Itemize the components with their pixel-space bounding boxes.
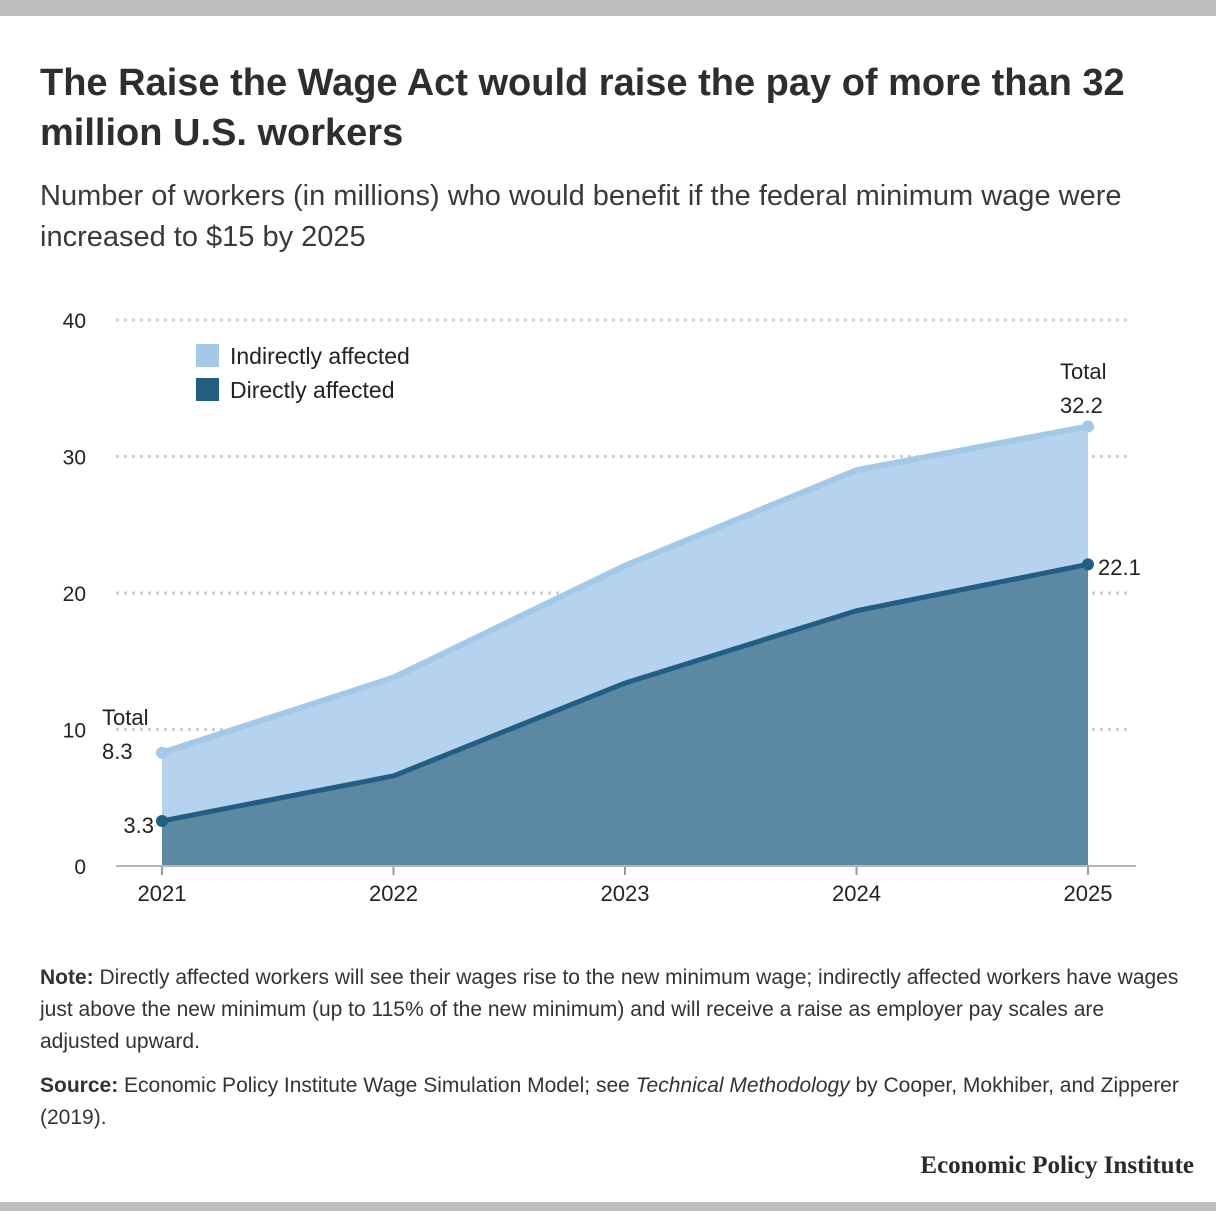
note-text: Directly affected workers will see their… — [40, 966, 1179, 1053]
x-tick-label: 2021 — [138, 881, 187, 906]
chart-areas — [162, 426, 1088, 866]
x-axis-ticks: 2021 2022 2023 2024 2025 — [138, 866, 1113, 906]
start-total-value: 8.3 — [102, 739, 133, 764]
annotations: Total 8.3 3.3 Total 32.2 22.1 — [102, 359, 1141, 838]
legend-swatch — [196, 344, 219, 367]
y-tick-label: 40 — [63, 310, 86, 333]
chart-subtitle: Number of workers (in millions) who woul… — [40, 180, 1122, 253]
legend: Indirectly affected Directly affected — [196, 343, 410, 403]
source-lead: Source: — [40, 1074, 119, 1097]
legend-swatch — [196, 378, 219, 401]
y-axis-ticks: 0 10 20 30 40 — [63, 310, 86, 879]
bottom-border — [0, 1202, 1216, 1211]
line-indirectly-affected — [161, 423, 1089, 756]
start-total-label: Total — [102, 705, 148, 730]
legend-label: Indirectly affected — [230, 343, 410, 369]
chart-points — [156, 420, 1094, 827]
note-lead: Note: — [40, 966, 94, 989]
end-total-label: Total — [1060, 359, 1106, 384]
source: Source: Economic Policy Institute Wage S… — [40, 1070, 1180, 1134]
top-border — [0, 0, 1216, 16]
area-chart: 0 10 20 30 40 2021 2022 2023 2024 2025 Indirectl… — [63, 310, 1141, 906]
x-tick-label: 2023 — [601, 881, 650, 906]
end-direct-value: 22.1 — [1098, 555, 1141, 580]
note: Note: Directly affected workers will see… — [40, 962, 1180, 1058]
y-tick-label: 30 — [63, 447, 86, 470]
source-pre: Economic Policy Institute Wage Simulatio… — [118, 1074, 636, 1097]
y-tick-label: 20 — [63, 583, 86, 606]
chart-lines — [161, 423, 1089, 824]
legend-label: Directly affected — [230, 377, 394, 403]
point-direct — [1082, 558, 1094, 571]
end-total-value: 32.2 — [1060, 393, 1103, 418]
point-total — [1082, 420, 1094, 433]
x-tick-label: 2024 — [832, 881, 881, 906]
y-tick-label: 10 — [63, 720, 86, 743]
source-italic: Technical Methodology — [635, 1074, 850, 1097]
x-tick-label: 2022 — [369, 881, 418, 906]
brand-logo: Economic Policy Institute — [920, 1152, 1194, 1179]
point-direct — [156, 814, 168, 827]
area-directly-affected — [162, 564, 1088, 866]
chart-title: The Raise the Wage Act would raise the p… — [40, 62, 1125, 154]
source-post: by Cooper, Mokhiber, and Zipperer (2019)… — [40, 1074, 1179, 1129]
y-tick-label: 0 — [74, 856, 86, 879]
line-directly-affected — [161, 561, 1089, 824]
x-tick-label: 2025 — [1064, 881, 1113, 906]
start-direct-value: 3.3 — [123, 813, 154, 838]
point-total — [156, 746, 168, 759]
